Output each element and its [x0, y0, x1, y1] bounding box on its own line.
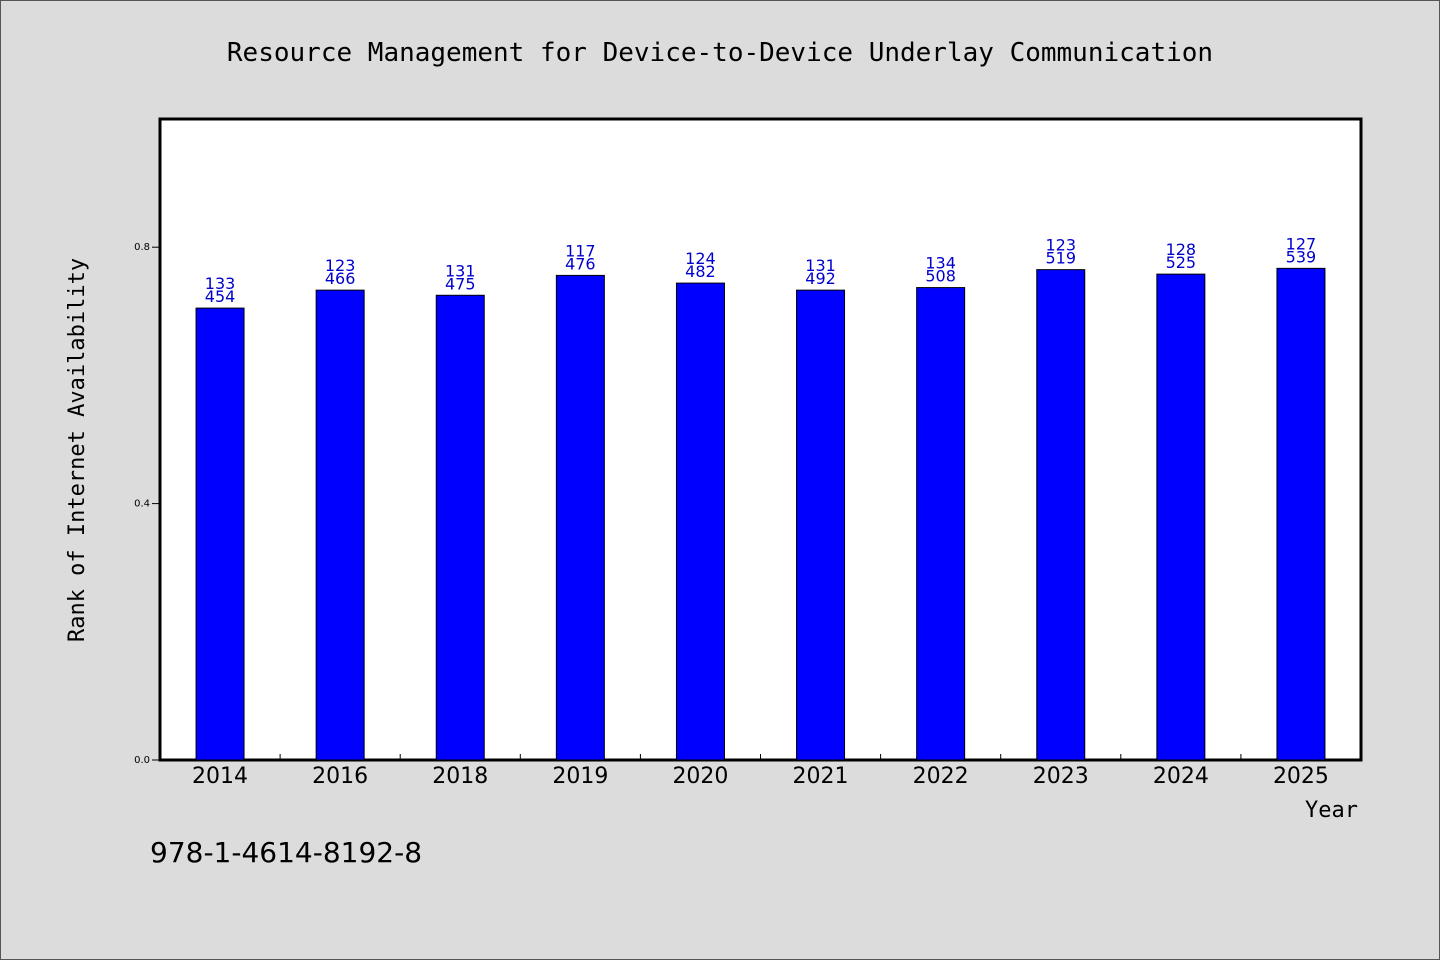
bar-label-top: 127	[1286, 234, 1317, 253]
bar-label-bottom: 482	[685, 262, 716, 281]
bar-label-bottom: 525	[1166, 253, 1197, 272]
x-tick-label: 2014	[192, 764, 248, 789]
x-tick-label: 2023	[1033, 764, 1089, 789]
bar-label-top: 124	[685, 249, 716, 268]
bar	[1036, 269, 1086, 761]
x-tick-label: 2019	[552, 764, 608, 789]
x-tick-label: 2022	[913, 764, 969, 789]
bar-label-bottom: 476	[565, 254, 596, 273]
bar-label-top: 128	[1166, 240, 1197, 259]
bar-label-top: 123	[325, 256, 356, 275]
bar-label-top: 123	[1045, 236, 1076, 255]
x-tick-label: 2021	[793, 764, 849, 789]
bar-label-top: 131	[805, 256, 836, 275]
bar-label-bottom: 519	[1045, 249, 1076, 268]
x-axis-title: Year	[1305, 798, 1358, 823]
x-axis: 2014 2016 2018 2019 2020 2021 2022 2023 2024 2025	[192, 754, 1329, 789]
bar	[675, 282, 725, 761]
bar	[916, 287, 966, 761]
bar-label-top: 133	[205, 274, 236, 293]
x-tick-label: 2016	[312, 764, 368, 789]
bar-label-top: 134	[925, 254, 956, 273]
bar-label-top: 117	[565, 241, 596, 260]
bar	[435, 294, 485, 761]
x-tick-label: 2025	[1273, 764, 1329, 789]
y-tick-label: 0.4	[134, 499, 150, 510]
chart-title: Resource Management for Device-to-Device…	[227, 38, 1213, 68]
x-tick-label: 2018	[432, 764, 488, 789]
bar	[796, 289, 846, 761]
bar-label-bottom: 539	[1286, 247, 1317, 266]
y-axis: 0.0 0.4 0.8	[134, 242, 160, 766]
y-axis-title: Rank of Internet Availability	[65, 258, 90, 642]
bar-series	[195, 267, 1326, 761]
x-tick-label: 2020	[672, 764, 728, 789]
bar-label-top: 131	[445, 261, 476, 280]
bar	[1156, 273, 1206, 761]
bar-label-bottom: 454	[205, 287, 236, 306]
bar-label-bottom: 508	[925, 267, 956, 286]
y-tick-label: 0.8	[134, 242, 150, 253]
bar-label-bottom: 475	[445, 274, 476, 293]
bar	[195, 307, 245, 761]
bar	[315, 289, 365, 761]
bar	[555, 274, 605, 761]
y-tick-label: 0.0	[134, 755, 150, 766]
bar	[1276, 267, 1326, 761]
bar-label-bottom: 466	[325, 269, 356, 288]
bar-label-bottom: 492	[805, 269, 836, 288]
x-tick-label: 2024	[1153, 764, 1209, 789]
isbn-footnote: 978-1-4614-8192-8	[150, 836, 422, 869]
